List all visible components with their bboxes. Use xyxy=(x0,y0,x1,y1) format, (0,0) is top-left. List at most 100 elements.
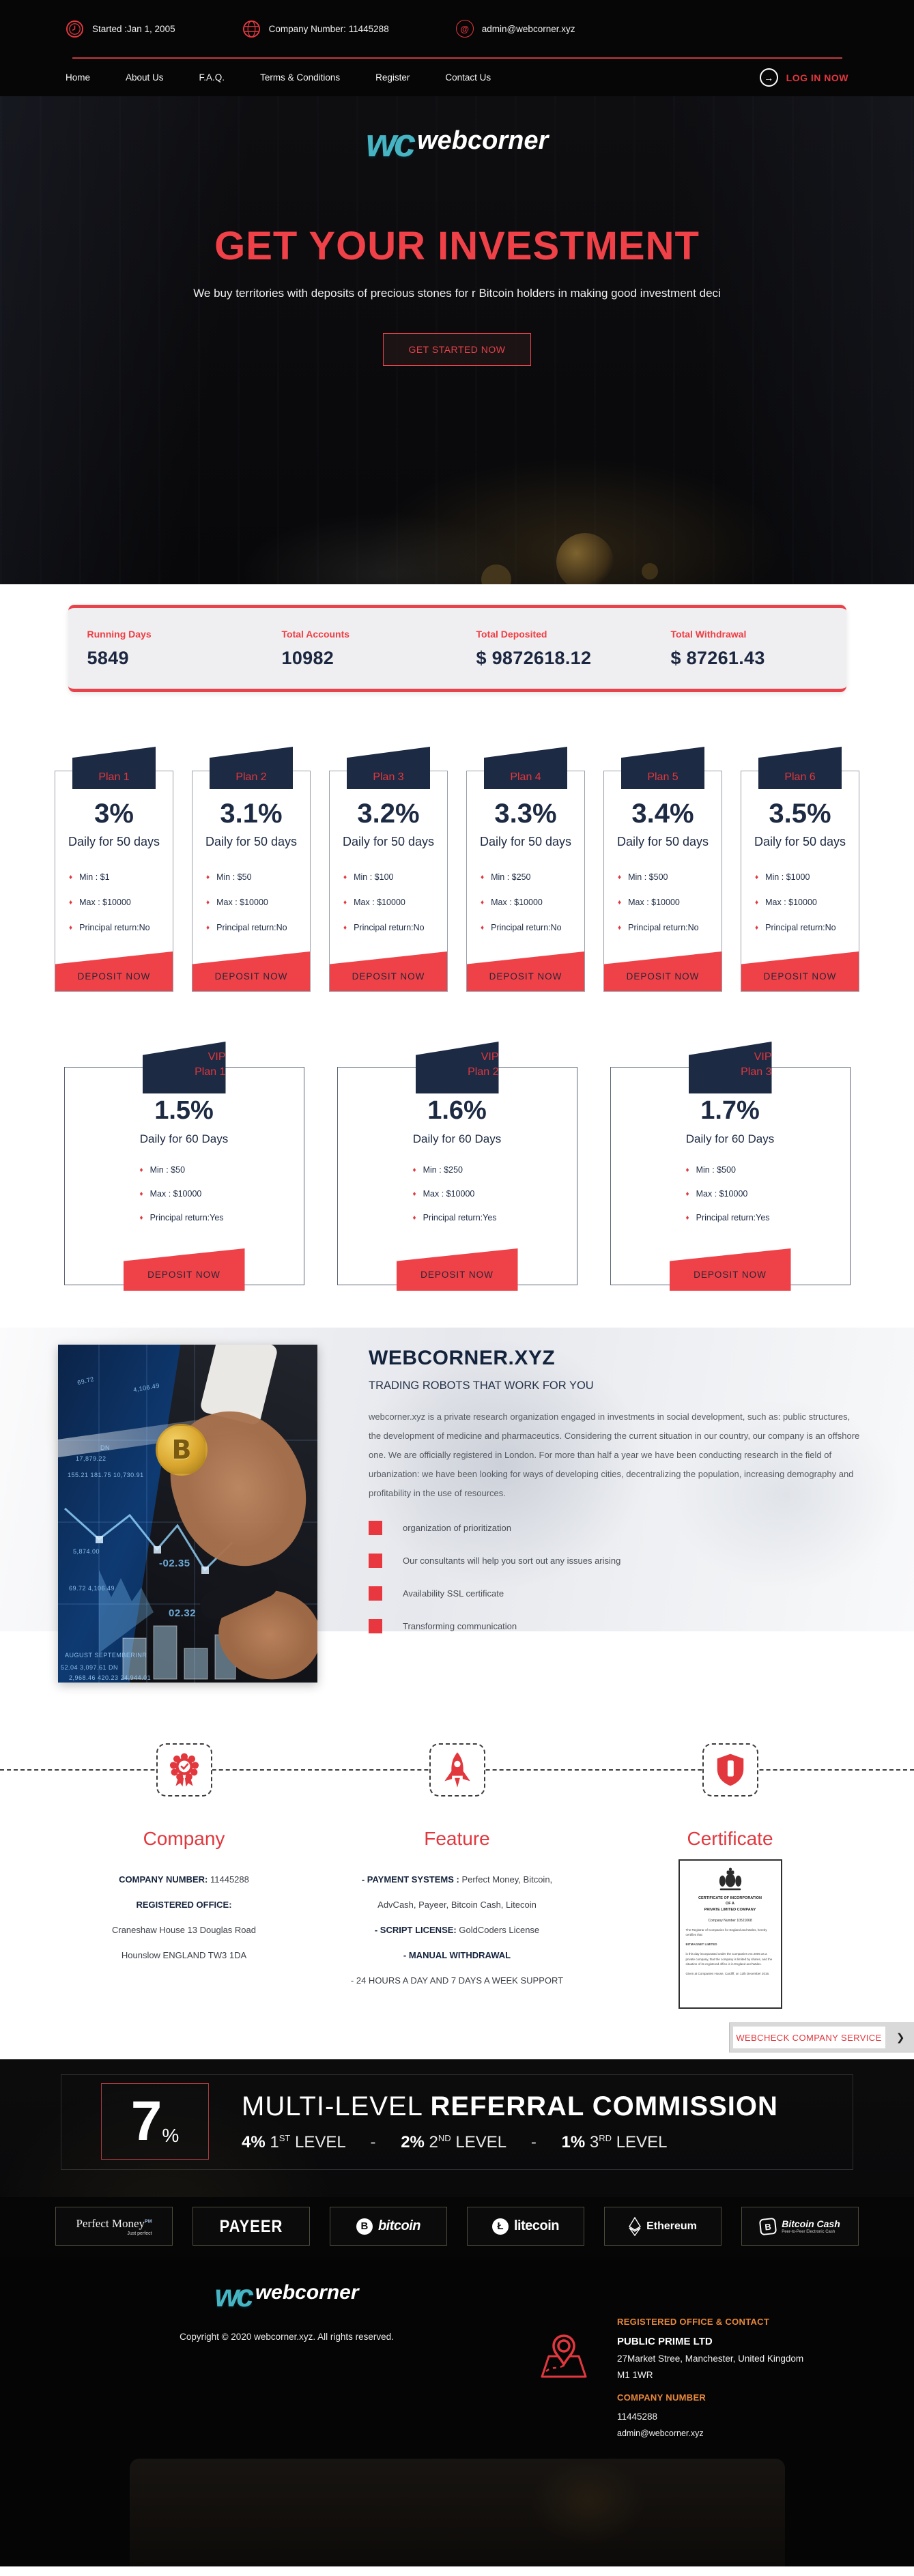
diamond-bullet-icon: ♦ xyxy=(412,1190,416,1198)
plan-max: ♦ Max : $10000 xyxy=(685,1189,748,1199)
deposit-now-button[interactable]: DEPOSIT NOW xyxy=(669,1248,791,1291)
plan-max: ♦ Max : $10000 xyxy=(343,898,405,907)
copyright: Copyright © 2020 webcorner.xyz. All righ… xyxy=(180,2332,394,2343)
diamond-bullet-icon: ♦ xyxy=(206,898,210,906)
login-button[interactable]: → LOG IN NOW xyxy=(759,68,848,87)
separator: - xyxy=(370,2132,376,2151)
stat-value: $ 87261.43 xyxy=(670,647,765,668)
diamond-bullet-icon: ♦ xyxy=(206,924,210,932)
brand-name: webcorner xyxy=(417,126,549,155)
get-started-button[interactable]: GET STARTED NOW xyxy=(383,333,531,366)
plan-min: ♦ Min : $500 xyxy=(685,1165,736,1175)
chart-label: AUGUST SEPTEMBERINR xyxy=(65,1652,147,1659)
deposit-now-button[interactable]: DEPOSIT NOW xyxy=(467,951,584,991)
plan-min: ♦ Min : $50 xyxy=(206,872,252,882)
chart-label: 69.72 4,106.49 xyxy=(69,1585,115,1592)
vip-badge-line2: Plan 3 xyxy=(741,1066,772,1078)
feature-column: Feature - PAYMENT SYSTEMS : Perfect Mone… xyxy=(321,1734,594,2052)
stats-card: Running Days 5849 Total Accounts 10982 T… xyxy=(68,605,846,692)
diamond-bullet-icon: ♦ xyxy=(481,898,485,906)
company-number-heading: COMPANY NUMBER xyxy=(617,2392,706,2403)
nav-item-about[interactable]: About Us xyxy=(126,72,164,83)
chart-label: 52.04 3,097.61 DN xyxy=(61,1664,119,1671)
square-bullet-icon xyxy=(369,1586,382,1601)
diamond-bullet-icon: ♦ xyxy=(685,1214,689,1222)
vip-badge-line1: VIP xyxy=(208,1050,226,1063)
certificate-heading: PRIVATE LIMITED COMPANY xyxy=(704,1907,756,1912)
nav-item-faq[interactable]: F.A.Q. xyxy=(199,72,225,83)
diamond-bullet-icon: ♦ xyxy=(343,898,347,906)
certificate-heading: CERTIFICATE OF INCORPORATION xyxy=(698,1896,762,1900)
plan-rate: 1.7% xyxy=(700,1096,760,1125)
nav-item-contact[interactable]: Contact Us xyxy=(445,72,491,83)
brand-mark: wc xyxy=(214,2278,253,2314)
diamond-bullet-icon: ♦ xyxy=(685,1190,689,1198)
info-section: Company COMPANY NUMBER: 11445288 REGISTE… xyxy=(0,1734,914,2060)
deposit-now-button[interactable]: DEPOSIT NOW xyxy=(123,1248,245,1291)
vip-plans-row: VIP Plan 1 1.5% Daily for 60 Days ♦ Min :… xyxy=(63,992,851,1328)
plan-max: ♦ Max : $10000 xyxy=(755,898,817,907)
payment-systems-line: - PAYMENT SYSTEMS : Perfect Money, Bitco… xyxy=(361,1874,553,1885)
plan-min: ♦ Min : $500 xyxy=(618,872,668,882)
plan-rate: 3.2% xyxy=(357,799,420,829)
diamond-bullet-icon: ♦ xyxy=(69,924,73,932)
certificate-body: The Registrar of Companies for England a… xyxy=(685,1928,767,1936)
litecoin-icon: Ł xyxy=(491,2218,509,2235)
square-bullet-icon xyxy=(369,1520,382,1535)
plan-card-3: Plan 3 3.2% Daily for 50 days ♦ Min : $10… xyxy=(329,747,448,992)
webcheck-company-service-button[interactable]: WEBCHECK COMPANY SERVICE ❯ xyxy=(728,2022,914,2053)
support-line: - 24 HOURS A DAY AND 7 DAYS A WEEK SUPPO… xyxy=(350,1975,564,1986)
topbar-email: @ admin@webcorner.xyz xyxy=(455,20,575,38)
hero-subtitle: We buy territories with deposits of prec… xyxy=(193,287,721,300)
certificate-image: CERTIFICATE OF INCORPORATION OF A PRIVAT… xyxy=(678,1859,782,2009)
plan-principal: ♦ Principal return:Yes xyxy=(412,1213,497,1222)
diamond-bullet-icon: ♦ xyxy=(755,898,759,906)
stat-total-withdrawal: Total Withdrawal $ 87261.43 xyxy=(652,629,846,669)
certificate-number: Company Number 10521068 xyxy=(708,1918,752,1923)
plan-rate: 3.4% xyxy=(631,799,694,829)
diamond-bullet-icon: ♦ xyxy=(755,924,759,932)
plan-principal: ♦ Principal return:Yes xyxy=(685,1213,770,1222)
plan-principal: ♦ Principal return:No xyxy=(343,923,425,932)
payment-payeer: PAYEER xyxy=(192,2207,310,2246)
about-subtitle: TRADING ROBOTS THAT WORK FOR YOU xyxy=(369,1379,594,1392)
diamond-bullet-icon: ♦ xyxy=(481,873,485,881)
plan-rate: 3.5% xyxy=(769,799,831,829)
chart-label: 155.21 181.75 10,730.91 xyxy=(68,1472,144,1478)
nav-item-terms[interactable]: Terms & Conditions xyxy=(260,72,341,83)
referral-level-3: 1% 3RD LEVEL xyxy=(561,2132,668,2151)
chart-label: 17,879.22 xyxy=(76,1455,106,1462)
payment-ethereum: Ethereum xyxy=(604,2207,722,2246)
footer-company-name: PUBLIC PRIME LTD xyxy=(617,2336,713,2348)
vip-plan-badge: VIP Plan 3 xyxy=(688,1042,772,1093)
company-icon-box xyxy=(156,1743,212,1797)
certificate-body: is this day incorporated under the Compa… xyxy=(685,1952,773,1966)
deposit-now-button[interactable]: DEPOSIT NOW xyxy=(330,951,447,991)
hero-title: GET YOUR INVESTMENT xyxy=(214,224,700,268)
plan-features: ♦ Min : $50 ♦ Max : $10000 ♦ Principal retu… xyxy=(192,872,310,932)
deposit-now-button[interactable]: DEPOSIT NOW xyxy=(604,951,722,991)
plan-period: Daily for 50 days xyxy=(754,835,846,848)
deposit-now-button[interactable]: DEPOSIT NOW xyxy=(741,951,859,991)
diamond-bullet-icon: ♦ xyxy=(618,873,622,881)
plan-features: ♦ Min : $250 ♦ Max : $10000 ♦ Principal ret… xyxy=(338,1165,577,1222)
diamond-bullet-icon: ♦ xyxy=(139,1166,143,1174)
globe-icon xyxy=(242,20,260,38)
topbar: Started :Jan 1, 2005 Company Number: 114… xyxy=(0,0,914,57)
plan-name: Plan 6 xyxy=(784,771,816,783)
nav-item-register[interactable]: Register xyxy=(375,72,410,83)
deposit-now-button[interactable]: DEPOSIT NOW xyxy=(396,1248,518,1291)
script-license-line: - SCRIPT LICENSE: GoldCoders License xyxy=(374,1925,540,1935)
deposit-now-button[interactable]: DEPOSIT NOW xyxy=(55,951,173,991)
footer-email: admin@webcorner.xyz xyxy=(617,2429,704,2439)
nav-item-home[interactable]: Home xyxy=(66,72,91,83)
brand-name: webcorner xyxy=(255,2281,359,2304)
deposit-now-button[interactable]: DEPOSIT NOW xyxy=(192,951,310,991)
feature-title: Feature xyxy=(424,1828,490,1849)
vip-badge-line2: Plan 1 xyxy=(195,1066,226,1078)
plan-min: ♦ Min : $100 xyxy=(343,872,394,882)
header-divider xyxy=(72,57,842,59)
vip-badge-line1: VIP xyxy=(754,1050,772,1063)
plan-principal: ♦ Principal return:No xyxy=(481,923,562,932)
company-title: Company xyxy=(143,1828,225,1849)
